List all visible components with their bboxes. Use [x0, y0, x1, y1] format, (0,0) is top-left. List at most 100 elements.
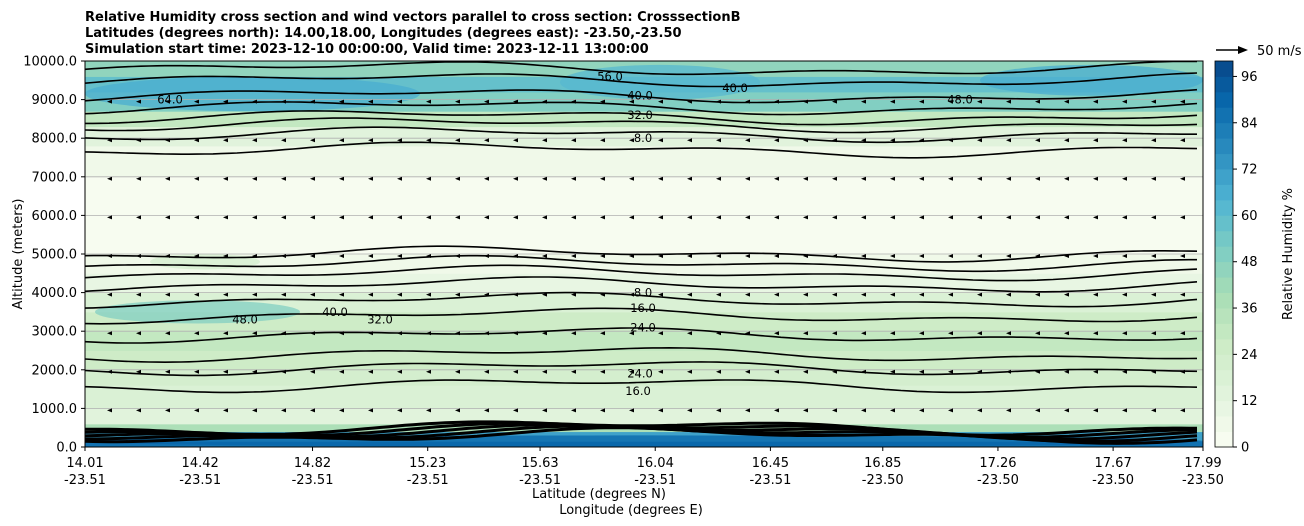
wind-vector [948, 331, 953, 336]
wind-vector [455, 176, 460, 181]
colorbar-segment [1215, 138, 1233, 155]
colorbar-segment [1215, 107, 1233, 124]
wind-vector [107, 215, 112, 220]
wind-vector [107, 254, 112, 258]
x-tick-label-lat: 17.26 [979, 456, 1016, 471]
wind-vector [629, 331, 634, 336]
wind-vector [1122, 369, 1127, 374]
wind-vector [107, 99, 112, 104]
wind-vector [1035, 138, 1040, 143]
contour-label: 40.0 [722, 81, 748, 95]
wind-vector [136, 408, 141, 413]
wind-vector [600, 254, 605, 258]
wind-vector [977, 99, 982, 104]
wind-vector [687, 254, 692, 258]
wind-vector [1093, 99, 1098, 104]
colorbar-segment [1215, 308, 1233, 324]
wind-vector [629, 138, 634, 143]
wind-vector [977, 369, 982, 374]
x-tick-label-lon: -23.50 [1092, 473, 1134, 488]
wind-vector [1035, 408, 1040, 413]
contour-line [85, 254, 1197, 273]
wind-vector [1006, 254, 1011, 258]
wind-vector [1035, 215, 1040, 220]
wind-vector [426, 99, 431, 104]
wind-vector [948, 99, 953, 104]
wind-vector [455, 138, 460, 143]
wind-vector [774, 215, 779, 220]
wind-vector [426, 369, 431, 374]
wind-vector [919, 215, 924, 220]
wind-vector [600, 176, 605, 181]
wind-vector [600, 292, 605, 297]
wind-vector [1093, 331, 1098, 336]
wind-vector [716, 254, 721, 258]
wind-vector [281, 176, 286, 181]
wind-vector [165, 215, 170, 220]
wind-vector [1093, 369, 1098, 374]
wind-vector [252, 176, 257, 181]
wind-vector [310, 408, 315, 413]
colorbar-segment [1215, 169, 1233, 185]
wind-vector [1151, 408, 1156, 413]
wind-vector [1064, 254, 1069, 258]
wind-vector [977, 138, 982, 143]
colorbar-frame [1214, 60, 1234, 448]
wind-vector [1151, 99, 1156, 104]
wind-vector [1151, 138, 1156, 143]
x-tick-label-lon: -23.51 [292, 473, 334, 488]
wind-vector [774, 292, 779, 297]
wind-vector [484, 138, 489, 143]
wind-vector [687, 292, 692, 297]
title-line-2: Latitudes (degrees north): 14.00,18.00, … [85, 26, 682, 41]
wind-vector [1035, 331, 1040, 336]
quiver-key-label: 50 m/s [1257, 44, 1302, 59]
wind-vector [1035, 292, 1040, 297]
wind-vector [1064, 99, 1069, 104]
wind-vector [397, 99, 402, 104]
wind-vector [716, 408, 721, 413]
wind-vector [368, 254, 373, 258]
colorbar-segment [1215, 369, 1233, 386]
contour-label: 24.0 [630, 320, 656, 334]
wind-vector [890, 369, 895, 374]
contour-line [85, 379, 1198, 394]
wind-vector [774, 369, 779, 374]
wind-vector [223, 292, 228, 297]
wind-vector [1006, 176, 1011, 181]
wind-vector [252, 331, 257, 336]
wind-vector [194, 408, 199, 413]
wind-vector [368, 292, 373, 297]
colorbar-segment [1215, 122, 1233, 139]
wind-vector [658, 99, 663, 104]
contour-label: 40.0 [322, 305, 348, 319]
wind-vector [629, 215, 634, 220]
wind-vector [571, 369, 576, 374]
colorbar-tick-label: 96 [1241, 70, 1258, 85]
wind-vector [1006, 215, 1011, 220]
wind-vector [513, 408, 518, 413]
field-band [85, 331, 1203, 351]
field-band [85, 408, 1203, 425]
wind-vector [397, 408, 402, 413]
x-tick-label-lat: 14.82 [294, 456, 331, 471]
contour-label: 16.0 [625, 384, 651, 398]
wind-vector [1122, 254, 1127, 258]
wind-vector [513, 254, 518, 258]
wind-vector [832, 369, 837, 374]
x-axis-label-longitude: Longitude (degrees E) [559, 503, 703, 518]
wind-vector [339, 408, 344, 413]
x-tick-label-lon: -23.51 [179, 473, 221, 488]
wind-vector [252, 99, 257, 104]
wind-vector [774, 176, 779, 181]
colorbar-segment [1215, 292, 1233, 309]
y-tick-label: 7000.0 [32, 170, 78, 185]
wind-vector [339, 99, 344, 104]
wind-vector [542, 369, 547, 374]
wind-vector [1122, 408, 1127, 413]
wind-vector [658, 369, 663, 374]
wind-vector [803, 292, 808, 297]
wind-vector [600, 331, 605, 336]
wind-vector [484, 254, 489, 258]
wind-vector [629, 292, 634, 297]
